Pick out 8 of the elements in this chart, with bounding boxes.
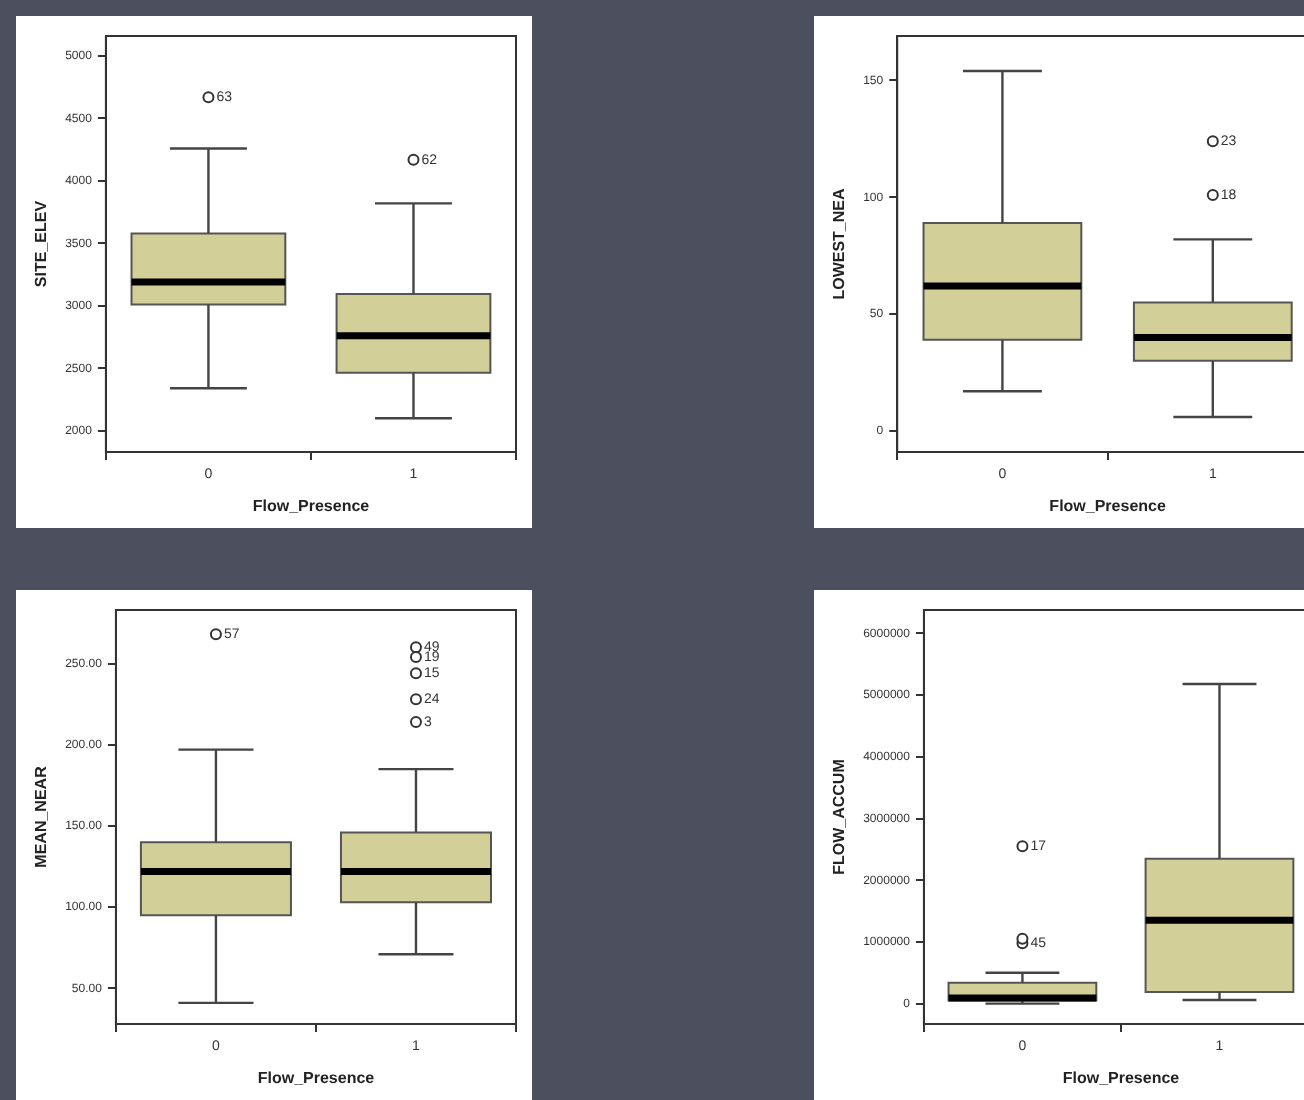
x-axis-title: Flow_Presence (1049, 496, 1167, 515)
y-axis-title: MEAN_NEAR (32, 765, 51, 868)
x-axis-title: Flow_Presence (257, 1068, 376, 1087)
y-axis-title: SITE_ELEV (32, 199, 51, 288)
y-axis-title: LOWEST_NEA (830, 188, 849, 300)
x-axis-title: Flow_Presence (252, 496, 371, 515)
x-axis-title: Flow_Presence (1062, 1068, 1181, 1087)
y-axis-title: FLOW_ACCUM (830, 758, 849, 875)
